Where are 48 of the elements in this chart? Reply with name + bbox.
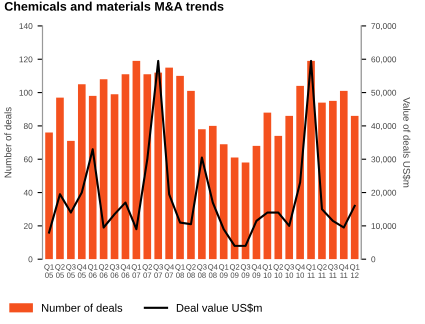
bar xyxy=(165,68,173,260)
y-tick-label: 60 xyxy=(24,156,32,162)
y-tick-label: 20 xyxy=(24,223,32,229)
bar xyxy=(176,76,184,260)
bar xyxy=(132,60,140,260)
bar xyxy=(340,90,348,260)
bar xyxy=(230,158,238,260)
bar xyxy=(67,140,75,260)
y-tick-label: 100 xyxy=(20,90,32,96)
bar xyxy=(274,136,282,260)
y2-tick-label: 70,000 xyxy=(371,23,396,30)
bar xyxy=(122,74,130,260)
y-tick-label: 40 xyxy=(24,190,32,196)
legend-label: Number of deals xyxy=(42,304,122,312)
y2-axis-title: Value of deals US$m xyxy=(402,97,410,188)
y2-tick-label: 30,000 xyxy=(371,156,396,164)
bar xyxy=(198,129,206,260)
bar xyxy=(56,98,64,260)
bar xyxy=(350,116,359,260)
y2-tick-label: 10,000 xyxy=(372,223,396,230)
bar xyxy=(110,94,118,260)
y2-tick-label: 40,000 xyxy=(371,123,396,130)
line-series xyxy=(48,60,356,247)
bar xyxy=(285,116,294,260)
y-tick-label: 140 xyxy=(20,23,32,30)
bar xyxy=(242,162,250,260)
bar xyxy=(78,84,86,260)
bar xyxy=(100,79,108,260)
bar xyxy=(187,90,195,260)
bar xyxy=(264,112,272,260)
y2-tick-label: 20,000 xyxy=(371,190,396,197)
bar xyxy=(45,132,53,260)
y2-tick-label: 0 xyxy=(371,256,376,262)
bar xyxy=(154,72,162,260)
legend-label: Deal value US$m xyxy=(176,303,262,312)
chart-title: Chemicals and materials M&A trends xyxy=(4,2,224,11)
bar xyxy=(252,146,260,260)
y-axis-title: Number of deals xyxy=(4,107,12,178)
bar xyxy=(329,100,337,260)
y-tick-label: 120 xyxy=(20,56,32,62)
bar xyxy=(88,96,97,260)
y-tick-label: 80 xyxy=(24,123,32,129)
bar xyxy=(143,74,152,260)
y2-tick-label: 60,000 xyxy=(371,56,396,64)
bar xyxy=(220,144,228,260)
y2-tick-label: 50,000 xyxy=(371,90,396,97)
y-tick-label: 0 xyxy=(28,256,32,262)
bar xyxy=(208,126,217,260)
